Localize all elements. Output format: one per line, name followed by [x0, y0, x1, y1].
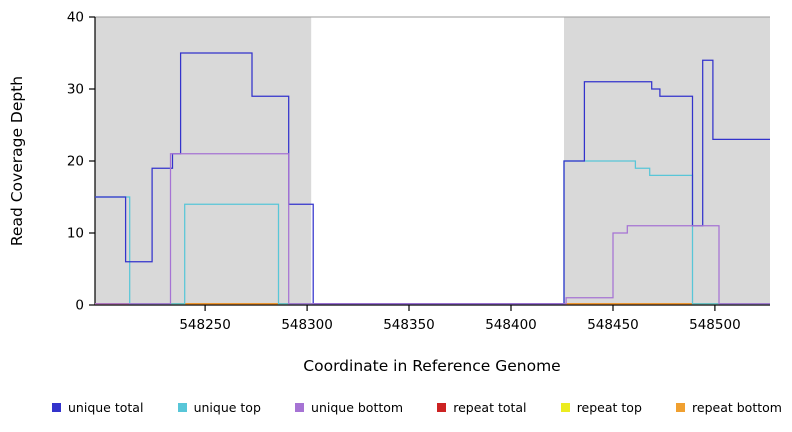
- legend-label: unique bottom: [311, 400, 404, 415]
- legend-swatch-repeat-bottom: [676, 403, 686, 412]
- y-tick-label: 10: [67, 226, 84, 242]
- x-tick-label: 548300: [281, 317, 333, 333]
- legend-label: unique total: [68, 400, 144, 415]
- legend-item-unique-bottom: unique bottom: [295, 400, 403, 415]
- x-tick-label: 548350: [383, 317, 435, 333]
- legend-swatch-unique-top: [177, 403, 187, 412]
- legend-label: repeat total: [453, 400, 527, 415]
- coverage-chart: 548250 548300 548350 548400 548450 548500 0 10 2…: [8, 10, 770, 375]
- x-tick-label: 548500: [689, 317, 741, 333]
- legend-label: unique top: [193, 400, 261, 415]
- legend-label: repeat bottom: [692, 400, 782, 415]
- y-tick-label: 20: [67, 154, 84, 170]
- legend-label: repeat top: [576, 400, 642, 415]
- chart-legend: unique total unique top unique bottom repea…: [0, 400, 792, 415]
- series-line-unique-bottom: [95, 153, 770, 305]
- y-tick-label: 40: [67, 10, 84, 26]
- chart-plot-area: 548250 548300 548350 548400 548450 548500 0 10 2…: [67, 10, 770, 333]
- masked-region: [95, 17, 312, 305]
- legend-item-repeat-bottom: repeat bottom: [676, 400, 782, 415]
- legend-item-unique-total: unique total: [52, 400, 143, 415]
- y-axis-title: Read Coverage Depth: [8, 76, 26, 246]
- legend-swatch-repeat-top: [560, 403, 570, 412]
- legend-swatch-unique-total: [52, 403, 61, 412]
- x-tick-label: 548400: [485, 317, 537, 333]
- legend-swatch-unique-bottom: [295, 403, 305, 412]
- legend-item-repeat-total: repeat total: [437, 400, 527, 415]
- legend-item-unique-top: unique top: [177, 400, 261, 415]
- x-axis-title: Coordinate in Reference Genome: [303, 357, 560, 375]
- x-tick-label: 548250: [179, 317, 231, 333]
- y-tick-label: 30: [67, 82, 84, 98]
- x-tick-label: 548450: [587, 317, 639, 333]
- y-tick-label: 0: [75, 298, 84, 314]
- legend-swatch-repeat-total: [437, 403, 447, 412]
- legend-item-repeat-top: repeat top: [560, 400, 642, 415]
